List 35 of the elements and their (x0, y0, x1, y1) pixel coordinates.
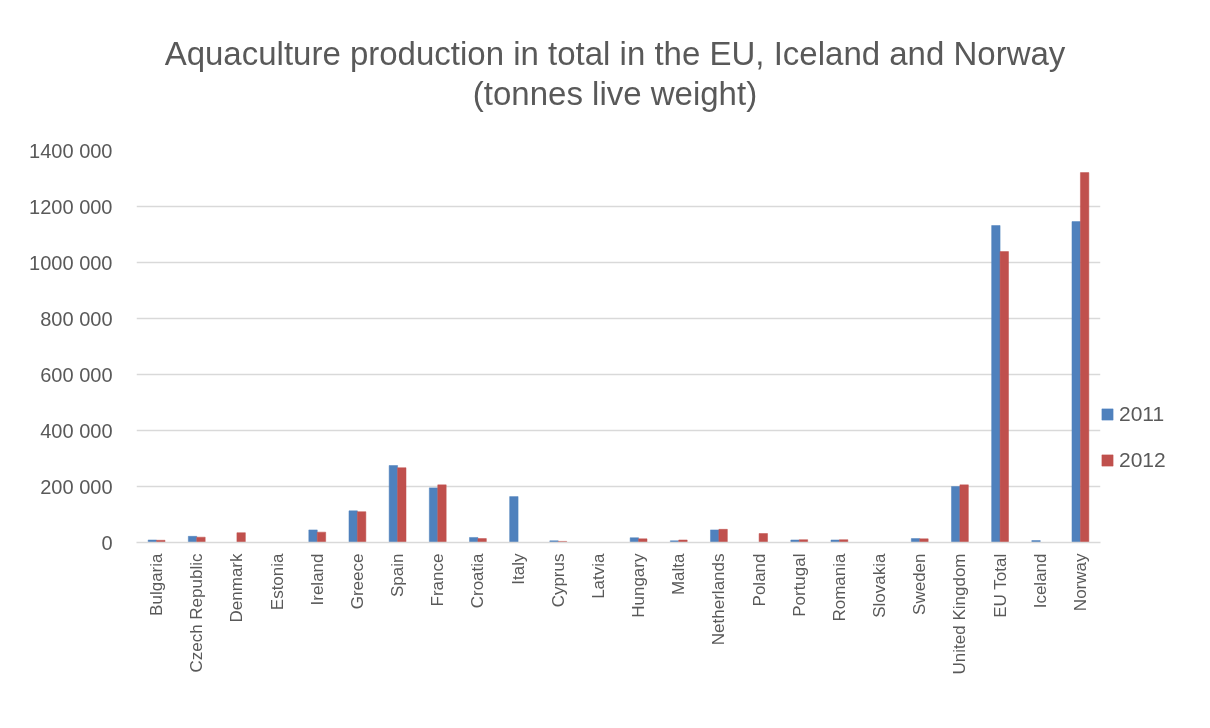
x-tick-label: Latvia (588, 552, 608, 599)
y-tick-label: 1400 000 (29, 139, 113, 162)
y-tick-label: 0 (101, 531, 113, 554)
x-tick-label: Netherlands (709, 553, 729, 646)
y-tick-label: 1000 000 (29, 251, 113, 274)
x-tick-label: Spain (388, 553, 408, 597)
x-tick-label: Malta (669, 552, 689, 596)
y-tick-label: 1200 000 (29, 195, 113, 218)
x-tick-label: Ireland (307, 553, 327, 606)
chart-title: Aquaculture production in total in the EU, Iceland and Norway (tonnes live weight) (164, 34, 1066, 114)
x-tick-label: Estonia (267, 552, 287, 611)
x-tick-label: Sweden (910, 553, 930, 615)
x-tick-label: Bulgaria (147, 552, 167, 616)
x-tick-label: Romania (829, 552, 849, 622)
legend-label: 2011 (1119, 402, 1165, 426)
x-tick-label: Czech Republic (187, 553, 207, 673)
y-tick-label: 600 000 (40, 363, 113, 386)
x-tick-label: Slovakia (870, 552, 890, 618)
legend-label: 2012 (1119, 448, 1166, 472)
x-tick-label: EU Total (990, 553, 1010, 618)
x-tick-label: United Kingdom (950, 553, 970, 675)
x-tick-label: Denmark (227, 553, 247, 623)
x-tick-label: Cyprus (548, 553, 568, 608)
x-tick-label: Poland (749, 553, 769, 607)
x-tick-label: Hungary (629, 553, 649, 618)
x-tick-label: Greece (347, 553, 367, 610)
y-tick-label: 200 000 (40, 475, 113, 498)
y-tick-label: 400 000 (40, 419, 113, 442)
x-tick-label: Croatia (468, 552, 488, 609)
y-tick-label: 800 000 (40, 307, 113, 330)
x-tick-label: Norway (1070, 553, 1090, 612)
x-tick-label: Italy (508, 553, 528, 585)
x-tick-label: France (428, 553, 448, 607)
x-tick-label: Iceland (1030, 553, 1050, 609)
x-tick-label: Portugal (789, 553, 809, 617)
